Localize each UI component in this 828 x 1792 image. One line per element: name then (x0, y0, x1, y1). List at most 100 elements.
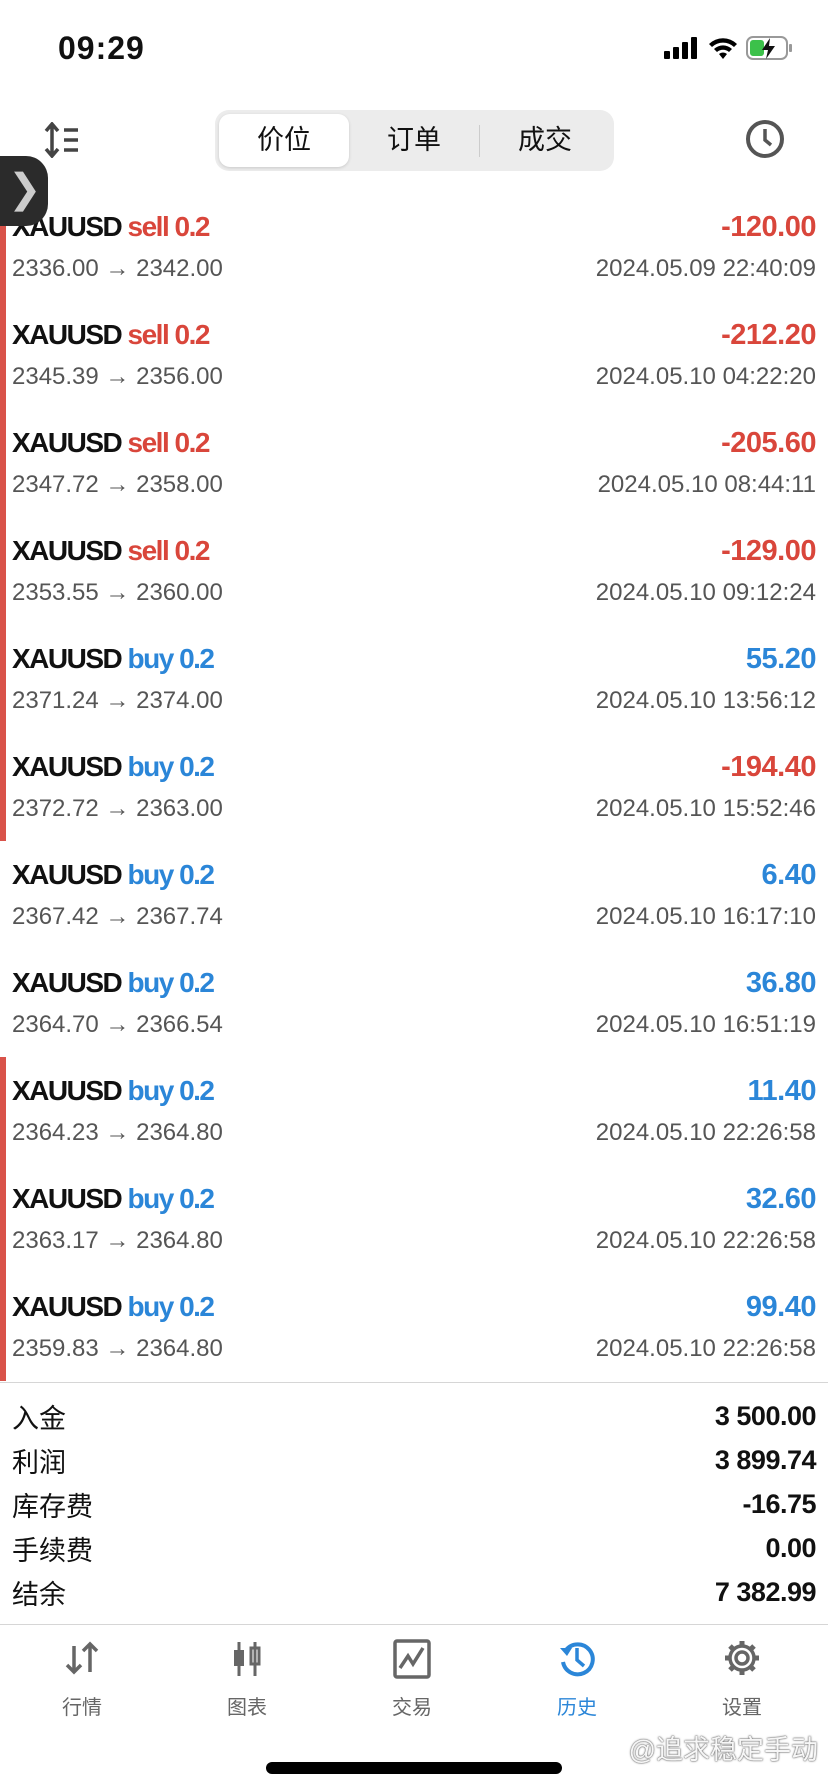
deal-row[interactable]: XAUUSD buy 0.2 2372.72 → 2363.00 -194.40 20… (0, 733, 828, 841)
prices: 2367.42 → 2367.74 (12, 903, 223, 930)
deal-time: 2024.05.10 04:22:20 (595, 363, 816, 390)
deal-title: XAUUSD sell 0.2 (12, 427, 210, 459)
candlestick-chart-icon (234, 1642, 261, 1676)
row-marker (0, 1273, 6, 1381)
volume: 0.2 (179, 643, 215, 674)
symbol: XAUUSD (12, 1075, 123, 1106)
profit: 6.40 (761, 859, 817, 891)
symbol: XAUUSD (12, 1291, 123, 1322)
prices: 2359.83 → 2364.80 (12, 1335, 223, 1362)
row-marker (0, 733, 6, 841)
summary-row: 手续费 0.00 (12, 1526, 816, 1570)
side: buy (127, 643, 175, 674)
summary-label: 手续费 (12, 1535, 93, 1566)
deal-title: XAUUSD buy 0.2 (12, 1183, 215, 1215)
deal-title: XAUUSD buy 0.2 (12, 859, 215, 891)
nav-tab-3[interactable]: 历史 (517, 1638, 637, 1720)
summary-label: 库存费 (12, 1491, 93, 1522)
deal-row[interactable]: XAUUSD buy 0.2 2359.83 → 2364.80 99.40 2024… (0, 1273, 828, 1381)
summary-value: 0.00 (765, 1532, 816, 1563)
segment-divider (479, 124, 480, 157)
nav-label: 交易 (392, 1697, 432, 1719)
nav-label: 行情 (62, 1697, 102, 1719)
deal-time: 2024.05.10 15:52:46 (595, 795, 816, 822)
volume: 0.2 (179, 1075, 215, 1106)
deal-row[interactable]: XAUUSD sell 0.2 2336.00 → 2342.00 -120.00 2… (0, 193, 828, 301)
deal-time: 2024.05.10 22:26:58 (595, 1119, 816, 1146)
nav-tab-0[interactable]: 行情 (22, 1638, 142, 1720)
profit: -194.40 (721, 751, 816, 783)
tab-prices[interactable]: 价位 (219, 114, 349, 167)
prices: 2353.55 → 2360.00 (12, 579, 223, 606)
settings-gear-icon (725, 1641, 759, 1675)
nav-label: 历史 (557, 1697, 597, 1719)
deal-title: XAUUSD buy 0.2 (12, 751, 215, 783)
nav-tab-4[interactable]: 设置 (682, 1638, 802, 1720)
prices: 2363.17 → 2364.80 (12, 1227, 223, 1254)
deal-row[interactable]: XAUUSD buy 0.2 2363.17 → 2364.80 32.60 2024… (0, 1165, 828, 1273)
summary-value: 7 382.99 (714, 1576, 817, 1607)
deal-title: XAUUSD buy 0.2 (12, 967, 215, 999)
profit: 32.60 (745, 1183, 817, 1215)
side: sell (127, 427, 170, 458)
side: buy (127, 751, 175, 782)
volume: 0.2 (179, 859, 215, 890)
summary-label: 利润 (12, 1447, 66, 1478)
profit: 55.20 (745, 643, 817, 675)
chevron-right-icon: ❯ (8, 167, 42, 211)
nav-label: 图表 (227, 1697, 267, 1719)
battery-charging-icon (746, 36, 792, 60)
deal-time: 2024.05.10 22:26:58 (595, 1335, 816, 1362)
nav-tab-2[interactable]: 交易 (352, 1638, 472, 1720)
side-panel-toggle[interactable]: ❯ (0, 156, 48, 226)
summary-value: 3 500.00 (714, 1400, 817, 1431)
deal-row[interactable]: XAUUSD buy 0.2 2371.24 → 2374.00 55.20 2024… (0, 625, 828, 733)
side: buy (127, 1075, 175, 1106)
deal-title: XAUUSD buy 0.2 (12, 1291, 215, 1323)
deal-row[interactable]: XAUUSD buy 0.2 2364.23 → 2364.80 11.40 2024… (0, 1057, 828, 1165)
prices: 2364.70 → 2366.54 (12, 1011, 223, 1038)
summary-value: 3 899.74 (714, 1444, 817, 1475)
deal-time: 2024.05.10 13:56:12 (595, 687, 816, 714)
side: buy (127, 1291, 175, 1322)
volume: 0.2 (179, 751, 215, 782)
prices: 2371.24 → 2374.00 (12, 687, 223, 714)
deal-row[interactable]: XAUUSD buy 0.2 2367.42 → 2367.74 6.40 2024.… (0, 841, 828, 949)
deal-time: 2024.05.10 09:12:24 (595, 579, 816, 606)
wifi-icon (709, 38, 737, 59)
summary-row: 库存费 -16.75 (12, 1482, 816, 1526)
row-marker (0, 193, 6, 301)
sort-icon[interactable] (44, 122, 84, 158)
deal-row[interactable]: XAUUSD sell 0.2 2353.55 → 2360.00 -129.00 2… (0, 517, 828, 625)
deal-title: XAUUSD sell 0.2 (12, 535, 210, 567)
status-icons (664, 36, 794, 60)
row-marker (0, 1057, 6, 1165)
profit: -120.00 (721, 211, 816, 243)
deal-title: XAUUSD sell 0.2 (12, 319, 210, 351)
symbol: XAUUSD (12, 643, 123, 674)
home-indicator[interactable] (266, 1762, 562, 1774)
tab-deals[interactable]: 成交 (518, 125, 572, 155)
deal-title: XAUUSD buy 0.2 (12, 643, 215, 675)
summary-row: 利润 3 899.74 (12, 1438, 817, 1482)
clock-icon[interactable] (745, 119, 785, 159)
deal-row[interactable]: XAUUSD sell 0.2 2345.39 → 2356.00 -212.20 2… (0, 301, 828, 409)
symbol: XAUUSD (12, 427, 123, 458)
prices: 2347.72 → 2358.00 (12, 471, 223, 498)
deal-row[interactable]: XAUUSD sell 0.2 2347.72 → 2358.00 -205.60 2… (0, 409, 828, 517)
deal-row[interactable]: XAUUSD buy 0.2 2364.70 → 2366.54 36.80 2024… (0, 949, 828, 1057)
summary-value: -16.75 (742, 1488, 816, 1519)
profit: -129.00 (721, 535, 816, 567)
deal-time: 2024.05.09 22:40:09 (595, 255, 816, 282)
view-segmented-control: 价位 订单 成交 (215, 110, 614, 171)
divider (0, 1382, 828, 1383)
nav-tab-1[interactable]: 图表 (187, 1638, 307, 1720)
watermark: @追求稳定手动 (628, 1735, 818, 1765)
side: sell (127, 535, 170, 566)
tab-orders[interactable]: 订单 (387, 125, 441, 155)
prices: 2345.39 → 2356.00 (12, 363, 223, 390)
side: buy (127, 1183, 175, 1214)
row-marker (0, 301, 6, 409)
symbol: XAUUSD (12, 751, 123, 782)
row-marker (0, 625, 6, 733)
